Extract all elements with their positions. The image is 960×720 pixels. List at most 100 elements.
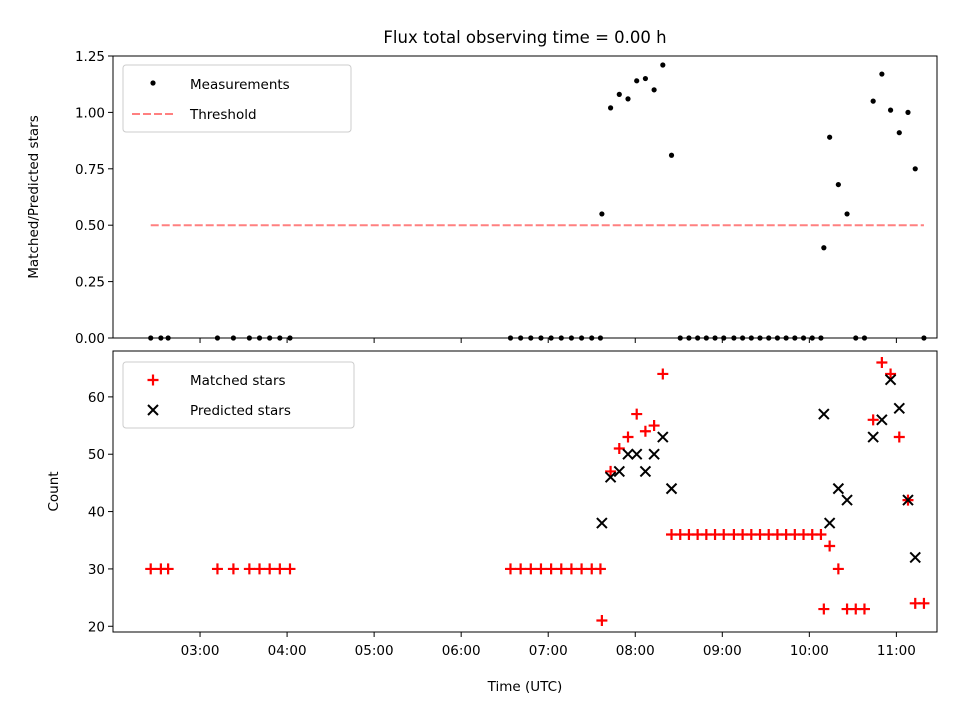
matched-star-point	[555, 563, 567, 575]
legend-threshold-label: Threshold	[189, 107, 257, 123]
legend-measurements-label: Measurements	[190, 77, 290, 93]
legend-predicted-label: Predicted stars	[190, 403, 291, 419]
measurement-point	[844, 211, 850, 217]
predicted-star-point	[657, 431, 669, 443]
matched-star-point	[525, 563, 537, 575]
measurement-point	[607, 105, 614, 111]
measurement-point	[827, 134, 833, 140]
bottom-xtick-label: 09:00	[703, 643, 742, 659]
top-ytick-label: 0.75	[75, 162, 105, 178]
bottom-ylabel: Count	[46, 471, 62, 511]
matched-star-point	[284, 563, 296, 575]
bottom-xtick-label: 06:00	[442, 643, 481, 659]
matched-star-point	[639, 425, 651, 437]
matched-star-point	[145, 563, 157, 575]
bottom-ytick-label: 40	[88, 505, 105, 521]
legend-measurements-marker	[150, 80, 156, 86]
top-ytick-label: 0.50	[75, 218, 105, 234]
measurement-point	[835, 181, 841, 188]
matched-star-point	[504, 563, 516, 575]
matched-star-point	[264, 563, 276, 575]
predicted-star-point	[630, 448, 643, 460]
bottom-ytick-label: 30	[88, 562, 105, 578]
matched-star-point	[885, 368, 897, 380]
bottom-xtick-label: 03:00	[181, 643, 220, 659]
predicted-star-point	[604, 471, 617, 483]
matched-star-point	[815, 529, 827, 541]
matched-star-point	[162, 563, 174, 575]
bottom-xlabel: Time (UTC)	[487, 679, 563, 695]
matched-star-point	[274, 563, 286, 575]
matched-star-point	[648, 420, 660, 432]
matched-star-point	[657, 368, 669, 380]
measurement-point	[651, 87, 657, 93]
predicted-star-point	[596, 517, 608, 529]
legend-matched-marker	[147, 374, 159, 386]
bottom-xtick-label: 11:00	[877, 643, 916, 659]
predicted-star-point	[622, 448, 634, 460]
measurement-point	[912, 166, 918, 172]
measurement-point	[668, 152, 675, 158]
matched-star-point	[631, 408, 643, 420]
matched-star-point	[622, 431, 634, 443]
matched-star-point	[535, 563, 547, 575]
predicted-star-point	[893, 402, 905, 415]
matched-star-point	[832, 563, 844, 575]
legend-predicted-marker	[147, 404, 159, 416]
matched-star-point	[824, 540, 836, 552]
matched-star-point	[596, 615, 608, 627]
bottom-ytick-label: 50	[88, 447, 105, 463]
bottom-ytick-label: 60	[88, 390, 105, 406]
bottom-ytick-label: 20	[88, 619, 105, 635]
measurement-point	[887, 107, 894, 113]
matched-star-point	[893, 431, 905, 443]
bottom-xtick-label: 07:00	[529, 643, 568, 659]
predicted-star-point	[613, 465, 626, 478]
matched-star-point	[515, 563, 527, 575]
bottom-xtick-label: 10:00	[790, 643, 829, 659]
bottom-xtick-label: 05:00	[355, 643, 394, 659]
matched-star-point	[254, 563, 266, 575]
bottom-legend-box	[122, 361, 355, 429]
predicted-star-point	[884, 373, 897, 386]
matched-star-point	[858, 603, 870, 615]
predicted-star-point	[823, 517, 836, 529]
bottom-xtick-label: 04:00	[268, 643, 307, 659]
matched-star-point	[576, 563, 588, 575]
matched-star-point	[545, 563, 557, 575]
matched-star-point	[211, 563, 223, 575]
matched-star-point	[613, 442, 625, 454]
predicted-star-point	[648, 448, 660, 460]
top-ytick-label: 1.00	[75, 105, 105, 121]
predicted-star-point	[841, 494, 853, 506]
top-chart-title: Flux total observing time = 0.00 h	[383, 28, 666, 47]
matched-star-point	[594, 563, 606, 575]
top-ytick-label: 1.25	[75, 49, 105, 65]
predicted-star-point	[909, 551, 921, 564]
matched-star-point	[876, 356, 888, 368]
measurement-point	[896, 130, 902, 136]
predicted-star-point	[867, 431, 879, 443]
top-axes-frame	[112, 55, 938, 339]
legend-matched-label: Matched stars	[190, 373, 286, 389]
measurement-point	[821, 245, 827, 251]
matched-star-point	[227, 563, 239, 575]
bottom-axes-frame	[112, 350, 938, 633]
measurement-point	[625, 96, 631, 102]
matched-star-point	[605, 465, 617, 477]
measurement-point	[660, 62, 666, 68]
measurement-point	[905, 109, 911, 115]
bottom-xtick-label: 08:00	[616, 643, 655, 659]
matched-star-point	[867, 414, 879, 426]
predicted-star-point	[665, 482, 678, 495]
measurement-point	[879, 71, 885, 77]
measurement-point	[642, 75, 649, 82]
predicted-star-point	[639, 465, 652, 478]
predicted-star-point	[902, 494, 914, 506]
predicted-star-point	[818, 408, 830, 420]
measurement-point	[599, 211, 605, 217]
top-ytick-label: 0.00	[75, 331, 105, 347]
matched-star-point	[565, 563, 577, 575]
matched-star-point	[818, 603, 830, 615]
